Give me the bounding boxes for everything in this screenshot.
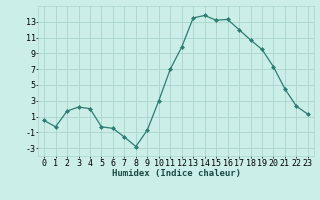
X-axis label: Humidex (Indice chaleur): Humidex (Indice chaleur) [111, 169, 241, 178]
